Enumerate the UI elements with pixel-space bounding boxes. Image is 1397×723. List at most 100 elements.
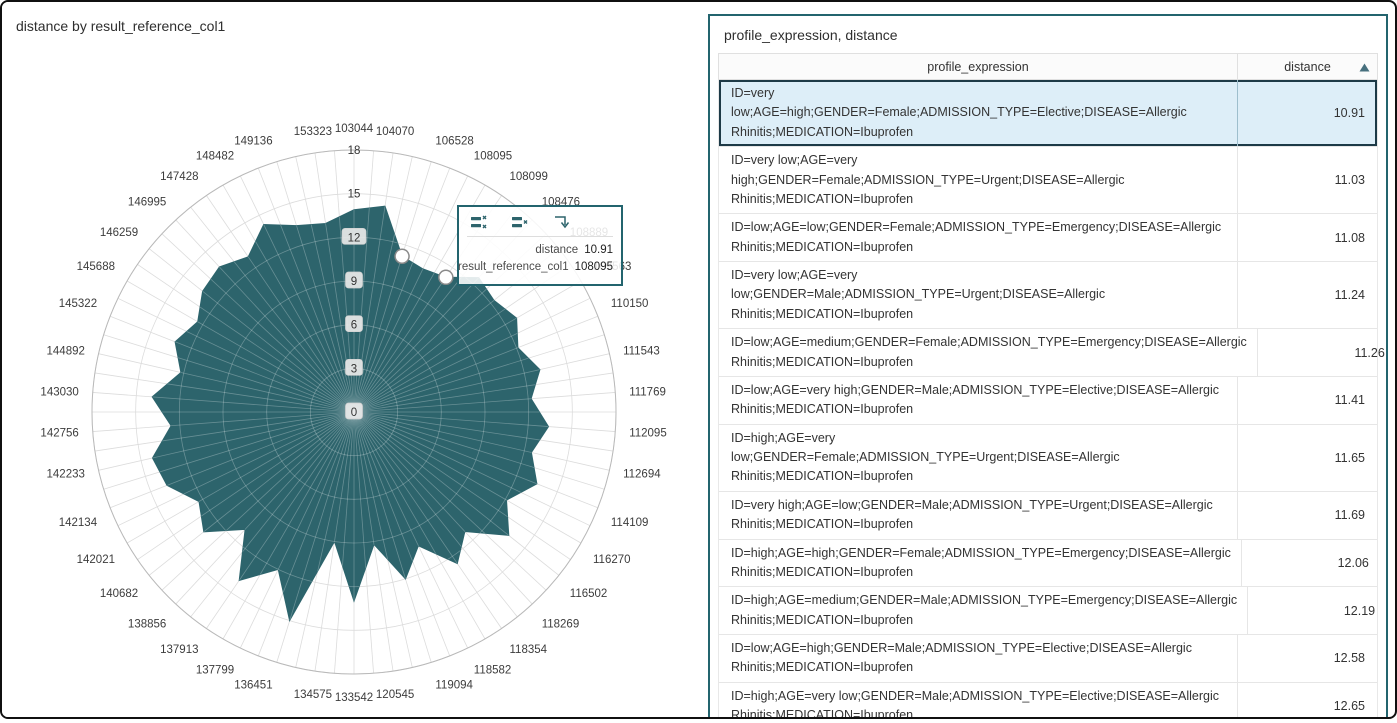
table-panel[interactable]: profile_expression, distance profile_exp… [708,14,1388,719]
radar-spoke-line [152,411,355,509]
category-label: 142233 [47,468,85,480]
table-row[interactable]: ID=high;AGE=very low;GENDER=Male;ADMISSI… [719,682,1377,719]
distance-cell: 11.24 [1237,262,1377,329]
category-label: 118582 [474,665,512,677]
category-label: 104070 [376,126,414,138]
table-row[interactable]: ID=low;AGE=high;GENDER=Male;ADMISSION_TY… [719,635,1377,683]
category-label: 120545 [376,689,414,701]
table-row[interactable]: ID=low;AGE=very high;GENDER=Male;ADMISSI… [719,376,1377,425]
tooltip-label: result_reference_col1 [458,261,569,274]
radar-spoke-line [314,411,355,621]
radar-spoke-line [295,206,355,413]
category-label: 118354 [510,644,548,656]
radar-spoke-line [353,411,549,432]
distance-cell: 12.65 [1237,682,1377,717]
radar-spoke-line [152,334,355,413]
table-row[interactable]: ID=low;AGE=low;GENDER=Female;ADMISSION_T… [719,214,1377,262]
radar-chart[interactable]: 1030441040701065281080951080991084761088… [2,2,706,717]
table-row[interactable]: ID=very low;AGE=very low;GENDER=Male;ADM… [719,262,1377,330]
category-label: 136451 [234,680,272,692]
radar-spoke-line [353,206,413,413]
category-label: 112694 [623,468,661,480]
category-label: 111543 [623,346,660,358]
drill-icon[interactable] [553,214,571,230]
table-header-row: profile_expression distance [718,53,1378,80]
keep-selected-icon[interactable] [512,215,529,230]
radar-spoke-line [353,411,549,471]
radial-tick-label: 9 [351,276,357,288]
table-row[interactable]: ID=low;AGE=medium;GENDER=Female;ADMISSIO… [719,329,1385,377]
radial-tick-label: 15 [348,189,361,201]
category-label: 138856 [128,618,166,630]
radar-spoke-line [353,297,549,413]
radial-tick-chip [345,358,363,376]
table-row[interactable]: ID=high;AGE=medium;GENDER=Male;ADMISSION… [719,587,1377,635]
category-labels: 1030441040701065281080951080991084761088… [40,123,666,704]
radar-spoke-line [152,411,355,452]
profile-expression-cell: ID=low;AGE=low;GENDER=Female;ADMISSION_T… [731,220,1222,254]
radial-tick-chip [345,315,363,333]
radial-tick-label: 3 [351,363,357,375]
distance-cell: 12.58 [1237,635,1377,682]
sort-ascending-icon[interactable] [1359,63,1370,72]
tooltip-value: 108095 [574,261,613,274]
radar-spoke-line [276,206,355,413]
profile-expression-cell: ID=very high;AGE=low;GENDER=Male;ADMISSI… [731,497,1213,532]
radar-panel-title: distance by result_reference_col1 [16,18,226,34]
table-row[interactable]: ID=high;AGE=very low;GENDER=Female;ADMIS… [719,424,1377,492]
radar-spoke-line [353,206,432,413]
radar-spoke-line [353,411,374,621]
distance-cell: 11.03 [1237,147,1377,214]
distance-cell: 11.08 [1237,214,1377,261]
tooltip-value: 10.91 [584,244,613,256]
radar-spoke-line [353,411,549,452]
radar-spoke-line [152,315,355,413]
category-label: 114109 [611,517,649,529]
table-row[interactable]: ID=very low;AGE=high;GENDER=Female;ADMIS… [719,80,1377,148]
radar-panel[interactable]: distance by result_reference_col1 103044… [2,2,706,717]
radar-spoke-line [276,411,355,621]
category-label: 142756 [40,428,78,440]
category-label: 134575 [294,689,332,701]
category-label: 146995 [128,197,166,209]
data-point-marker[interactable] [394,248,410,264]
tooltip-action-bar [467,212,613,237]
radial-tick-labels: 0 3 6 9 12 15 18 [341,145,367,420]
table-row[interactable]: ID=very low;AGE=very high;GENDER=Female;… [719,147,1377,215]
radar-spoke-line [353,411,549,509]
category-label: 133542 [335,692,373,704]
data-table: profile_expression distance ID=very low;… [718,53,1385,719]
radar-spoke-line [152,411,355,432]
exclude-selected-icon[interactable] [471,215,488,230]
profile-expression-cell: ID=high;AGE=very low;GENDER=Female;ADMIS… [731,430,1120,484]
profile-expression-cell: ID=high;AGE=very low;GENDER=Male;ADMISSI… [731,688,1220,719]
category-label: 110150 [611,298,649,310]
category-label: 116270 [593,554,631,566]
radial-tick-chip [345,271,363,289]
radar-spoke-line [353,334,549,413]
profile-expression-cell: ID=low;AGE=medium;GENDER=Female;ADMISSIO… [731,335,1247,369]
column-header-profile-expression[interactable]: profile_expression [927,59,1029,74]
tooltip-row-distance: distance 10.91 [467,242,613,259]
distance-cell: 11.65 [1237,424,1377,491]
category-label: 146259 [100,227,138,239]
profile-expression-cell: ID=high;AGE=medium;GENDER=Male;ADMISSION… [731,593,1238,627]
radar-spoke-line [152,392,355,413]
radar-spoke-line [152,411,355,490]
profile-expression-cell: ID=high;AGE=high;GENDER=Female;ADMISSION… [731,545,1231,579]
category-label: 145688 [77,261,115,273]
category-label: 119094 [435,680,473,692]
profile-expression-cell: ID=low;AGE=very high;GENDER=Male;ADMISSI… [731,382,1220,417]
table-row[interactable]: ID=high;AGE=high;GENDER=Female;ADMISSION… [719,539,1377,588]
radial-tick-label: 6 [351,320,357,332]
column-header-distance[interactable]: distance [1237,54,1377,79]
category-label: 145322 [59,298,97,310]
data-point-marker[interactable] [438,269,454,286]
category-label: 103044 [335,123,374,135]
category-label: 147428 [160,171,198,183]
table-row[interactable]: ID=very high;AGE=low;GENDER=Male;ADMISSI… [719,491,1377,540]
category-label: 108099 [510,171,548,183]
category-label: 111769 [629,386,666,398]
radar-spoke-line [353,411,549,527]
